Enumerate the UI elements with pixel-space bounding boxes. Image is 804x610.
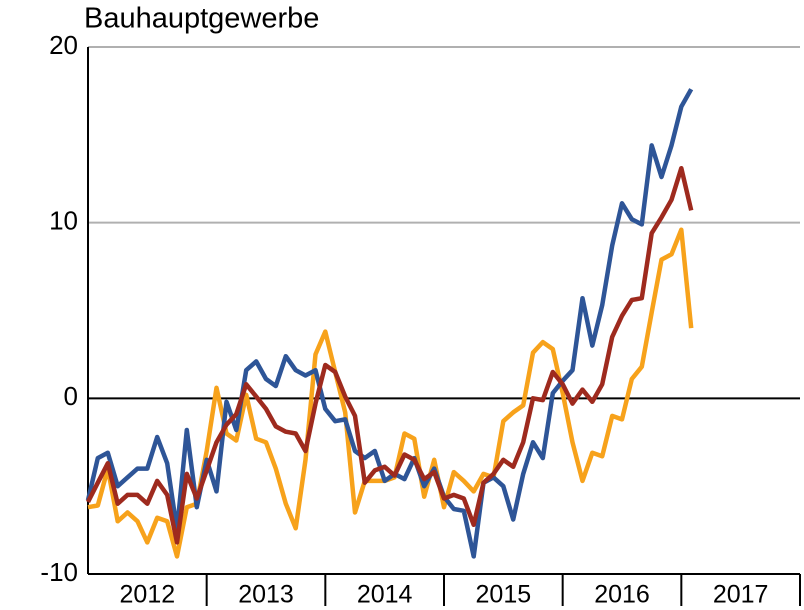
x-tick-label: 2013 — [238, 581, 294, 609]
line-series — [85, 165, 694, 545]
y-tick-label: 10 — [49, 206, 78, 236]
line-series — [85, 88, 694, 559]
y-tick-label: -10 — [40, 557, 78, 587]
y-tick-label: 20 — [49, 30, 78, 60]
chart-title: Bauhauptgewerbe — [84, 3, 319, 35]
x-tick-label: 2015 — [476, 581, 532, 609]
x-tick-label: 2012 — [120, 581, 176, 609]
x-tick-label: 2016 — [594, 581, 650, 609]
x-tick-label: 2014 — [357, 581, 413, 609]
y-tick-label: 0 — [64, 381, 78, 411]
x-tick-label: 2017 — [713, 581, 769, 609]
